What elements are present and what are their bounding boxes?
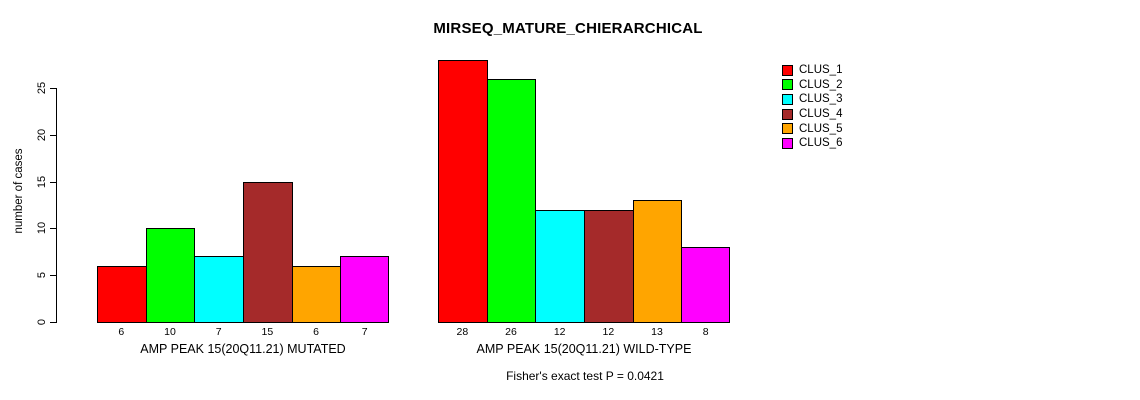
- bar-clus_5-group2: [632, 200, 683, 323]
- chart-title: MIRSEQ_MATURE_CHIERARCHICAL: [433, 20, 703, 37]
- legend: CLUS_1 CLUS_2 CLUS_3 CLUS_4 CLUS_5 CLUS_6: [782, 63, 842, 151]
- bar-clus_3-group1: [194, 256, 244, 323]
- legend-label: CLUS_1: [799, 64, 843, 77]
- bar-value-label: 7: [215, 326, 222, 338]
- legend-row-clus_5: CLUS_5: [782, 121, 842, 136]
- legend-row-clus_6: CLUS_6: [782, 136, 842, 151]
- y-axis-title: number of cases: [13, 148, 25, 234]
- bar-clus_6-group2: [681, 247, 730, 323]
- y-tick-label: 5: [36, 272, 48, 279]
- bar-value-label: 6: [118, 326, 125, 338]
- group-label-mutated: AMP PEAK 15(20Q11.21) MUTATED: [140, 342, 346, 356]
- legend-label: CLUS_4: [799, 108, 843, 121]
- legend-label: CLUS_2: [799, 78, 843, 91]
- bar-clus_1-group1: [97, 265, 147, 323]
- legend-label: CLUS_5: [799, 122, 843, 135]
- y-tick-label: 25: [36, 81, 48, 95]
- legend-row-clus_1: CLUS_1: [782, 63, 842, 78]
- bar-value-label: 13: [651, 326, 663, 338]
- fisher-test-footnote: Fisher's exact test P = 0.0421: [506, 369, 664, 383]
- legend-swatch-icon: [782, 137, 793, 149]
- bar-clus_3-group2: [535, 209, 585, 323]
- legend-row-clus_4: CLUS_4: [782, 107, 842, 122]
- bar-value-label: 12: [602, 326, 615, 338]
- bar-clus_2-group1: [145, 228, 196, 323]
- y-axis-line: [56, 88, 57, 323]
- bar-value-label: 10: [164, 326, 176, 338]
- y-tick-mark: [50, 134, 56, 136]
- legend-swatch-icon: [782, 64, 793, 76]
- bar-value-label: 26: [505, 326, 517, 338]
- legend-swatch-icon: [782, 93, 793, 105]
- bar-clus_1-group2: [438, 59, 488, 323]
- y-tick-mark: [50, 228, 56, 230]
- bar-clus_6-group1: [340, 256, 389, 323]
- bar-clus_4-group2: [584, 209, 634, 323]
- legend-row-clus_2: CLUS_2: [782, 78, 842, 93]
- legend-label: CLUS_3: [799, 93, 843, 106]
- bar-value-label: 8: [702, 326, 709, 338]
- bar-value-label: 28: [456, 326, 469, 338]
- bar-value-label: 15: [261, 326, 274, 338]
- legend-row-clus_3: CLUS_3: [782, 92, 842, 107]
- y-tick-label: 0: [36, 318, 48, 326]
- bar-value-label: 12: [553, 326, 566, 338]
- y-tick-mark: [50, 275, 56, 277]
- bar-value-label: 7: [361, 326, 368, 338]
- y-tick-label: 20: [36, 128, 48, 141]
- legend-swatch-icon: [782, 123, 793, 135]
- y-tick-label: 15: [36, 175, 48, 188]
- bar-value-label: 6: [313, 326, 319, 338]
- legend-swatch-icon: [782, 79, 793, 91]
- group-label-wildtype: AMP PEAK 15(20Q11.21) WILD-TYPE: [476, 342, 692, 356]
- legend-swatch-icon: [782, 108, 793, 120]
- y-tick-mark: [50, 322, 56, 323]
- bar-clus_2-group2: [486, 78, 537, 323]
- bar-clus_5-group1: [291, 265, 342, 323]
- bar-clus_4-group1: [243, 181, 293, 323]
- y-tick-label: 10: [36, 222, 48, 235]
- legend-label: CLUS_6: [799, 137, 843, 150]
- y-tick-mark: [50, 181, 56, 183]
- y-tick-mark: [50, 88, 56, 89]
